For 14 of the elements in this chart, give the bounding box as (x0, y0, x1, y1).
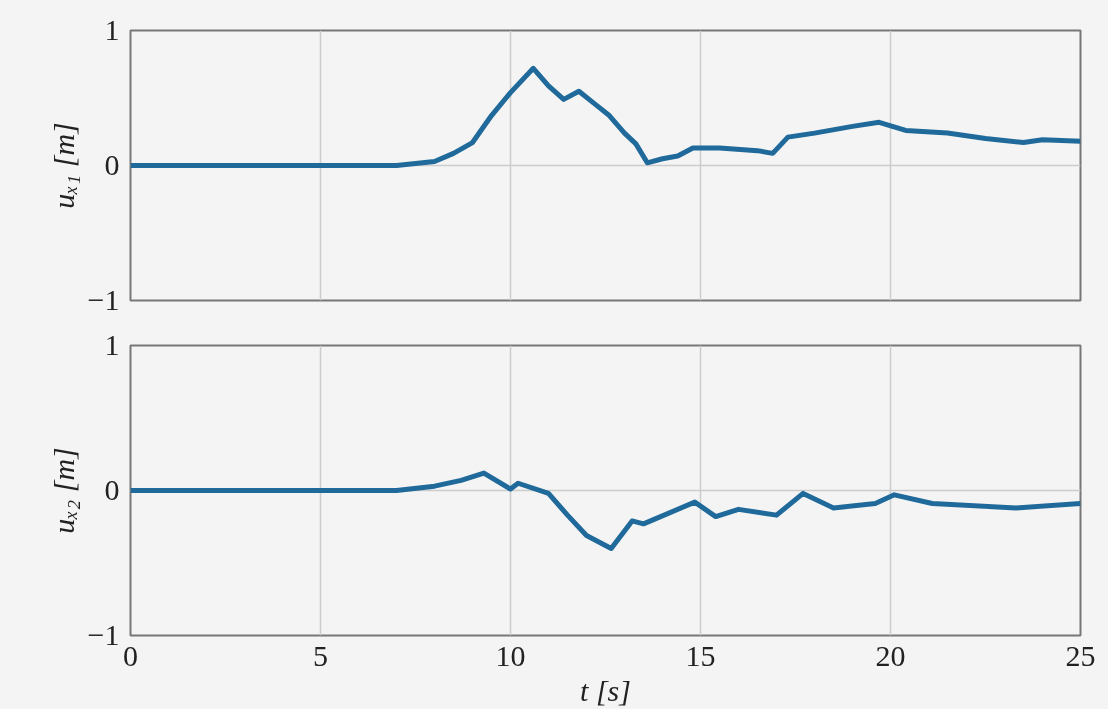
x-tick-label: 25 (1065, 638, 1096, 672)
y-axis-title: uₓ₂ [m] (46, 447, 80, 534)
y-tick-label: 0 (104, 473, 120, 506)
y-tick-label: −1 (87, 618, 120, 651)
y-tick-label: 1 (104, 328, 120, 361)
x-tick-label: 10 (495, 638, 526, 672)
x-tick-label: 5 (313, 638, 328, 672)
y-tick-label: 1 (104, 13, 120, 46)
x-axis-title: t [s] (580, 673, 631, 707)
x-tick-label: 15 (685, 638, 716, 672)
y-tick-label: 0 (104, 148, 120, 181)
y-tick-label: −1 (87, 283, 120, 316)
x-tick-label: 20 (875, 638, 906, 672)
y-axis-title: uₓ₁ [m] (46, 122, 80, 209)
